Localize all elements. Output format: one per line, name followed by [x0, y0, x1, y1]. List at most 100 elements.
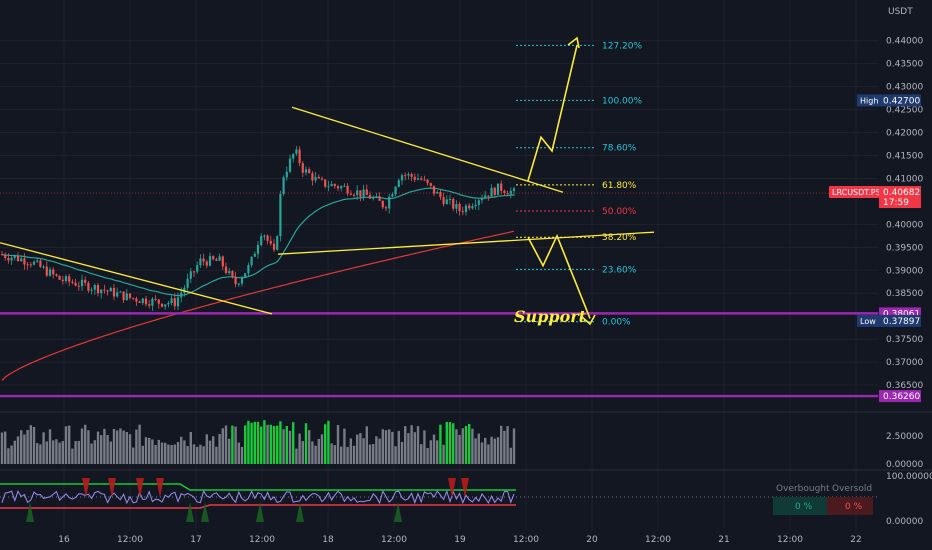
last-price-value: 0.40682	[883, 188, 920, 198]
volume-bar	[180, 436, 183, 464]
time-tick-label: 20	[586, 535, 598, 545]
candle-body	[410, 174, 413, 177]
volume-bar	[77, 440, 80, 464]
volume-bar	[304, 423, 308, 464]
volume-bar	[116, 430, 119, 464]
candle-body	[151, 298, 154, 306]
candle-body	[80, 279, 84, 287]
extreme-value-badge	[879, 94, 921, 107]
volume-bar	[301, 441, 304, 464]
candle-body	[426, 179, 429, 184]
volume-tick-label: 2.50000	[886, 432, 923, 442]
candle-body	[180, 292, 183, 298]
candle-body	[77, 285, 80, 287]
candle-body	[228, 271, 231, 273]
volume-bar	[260, 426, 263, 464]
candle-body	[503, 190, 506, 194]
candle-body	[61, 279, 64, 281]
candle-body	[340, 186, 343, 189]
candle-body	[122, 291, 125, 301]
candle-body	[288, 158, 292, 172]
volume-bar	[253, 421, 256, 464]
candle-body	[144, 298, 148, 305]
volume-bar	[221, 428, 224, 464]
price-tick-label: 0.37500	[886, 335, 923, 345]
candle-body	[244, 273, 247, 278]
volume-bar	[343, 428, 346, 464]
candle-body	[125, 293, 128, 301]
candle-body	[304, 169, 308, 173]
volume-bar	[480, 442, 484, 464]
candle-body	[58, 275, 61, 280]
candle-body	[234, 276, 237, 285]
volume-bar	[10, 445, 13, 464]
volume-bar	[426, 448, 429, 464]
volume-bar	[224, 425, 228, 464]
volume-bar	[90, 443, 93, 464]
volume-bar	[205, 434, 208, 464]
candle-body	[298, 149, 301, 164]
volume-bar	[250, 422, 253, 464]
volume-bar	[247, 420, 250, 464]
candle-body	[52, 269, 55, 275]
candle-body	[74, 282, 77, 286]
oscillator-signal-marker	[461, 478, 469, 498]
volume-bar	[55, 439, 58, 464]
volume-bar	[375, 436, 378, 464]
volume-bar	[292, 422, 295, 464]
volume-bar	[106, 435, 109, 464]
volume-bar	[164, 442, 167, 464]
price-tick-label: 0.43500	[886, 60, 923, 70]
candle-body	[218, 256, 221, 261]
price-tick-label: 0.37000	[886, 358, 923, 368]
volume-bar	[96, 431, 100, 464]
candle-body	[416, 178, 420, 180]
volume-bar	[397, 430, 400, 464]
volume-bar	[132, 447, 135, 464]
oscillator-upper-band	[0, 483, 516, 491]
oscillator-signal-marker	[394, 502, 402, 522]
candle-body	[330, 184, 333, 187]
fib-level-label: 78.60%	[602, 144, 637, 154]
volume-bar	[407, 433, 410, 464]
candle-body	[215, 259, 218, 261]
candle-body	[448, 198, 452, 200]
volume-bar	[228, 438, 231, 464]
volume-bar	[442, 444, 445, 464]
candle-body	[116, 292, 119, 297]
candle-body	[36, 260, 39, 262]
candle-body	[167, 303, 170, 305]
candle-body	[295, 149, 298, 154]
candle-body	[20, 258, 23, 262]
overbought-label: Overbought	[776, 484, 830, 494]
volume-bar	[448, 422, 452, 464]
volume-bar	[471, 428, 474, 464]
candle-body	[432, 185, 436, 194]
candle-body	[7, 257, 10, 261]
time-axis: 16 12:00 17 12:00 18 12:00 19 12:00 20 12:00 21 12:…	[58, 535, 861, 545]
candle-body	[388, 196, 391, 209]
volume-bar	[413, 432, 416, 464]
volume-bar	[455, 429, 458, 464]
volume-bars	[0, 420, 516, 464]
oscillator-lower-band	[0, 504, 516, 509]
volume-bar	[74, 440, 77, 464]
candle-body	[199, 258, 202, 266]
candle-body	[308, 169, 311, 174]
volume-bar	[0, 432, 4, 464]
volume-bar	[80, 428, 84, 464]
candle-body	[112, 287, 116, 297]
oversold-value: 0 %	[845, 502, 863, 512]
candle-body	[196, 265, 199, 272]
candle-body	[343, 185, 346, 187]
candle-body	[477, 200, 480, 205]
volume-bar	[263, 420, 266, 464]
time-tick-label: 17	[190, 535, 201, 545]
candle-body	[93, 285, 96, 290]
volume-bar	[333, 445, 336, 464]
candle-body	[154, 298, 157, 300]
candle-body	[157, 299, 160, 304]
